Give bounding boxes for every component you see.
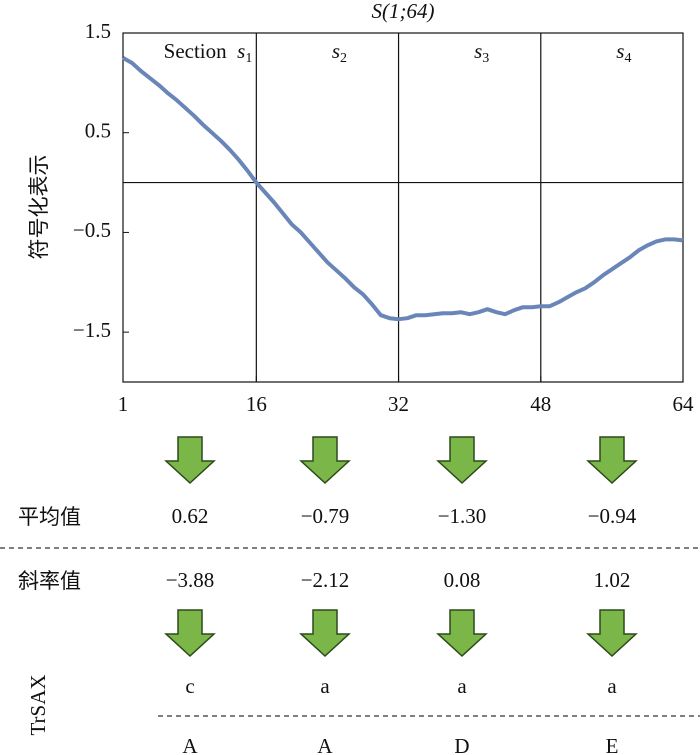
- section-name: s: [332, 39, 340, 63]
- section-name: s: [616, 39, 624, 63]
- section-label: s2: [332, 39, 347, 66]
- cell-value: −2.12: [301, 568, 350, 592]
- y-tick-label: 1.5: [85, 19, 111, 43]
- trsax-symbol: A: [182, 734, 198, 755]
- trsax-label: TrSAX: [26, 674, 50, 735]
- x-tick-label: 32: [388, 392, 409, 416]
- trsax-symbol: a: [607, 674, 617, 698]
- section-index: 2: [340, 51, 347, 66]
- y-axis-label: 符号化表示: [27, 155, 51, 260]
- x-tick-label: 1: [118, 392, 129, 416]
- section-label: Section s1: [164, 39, 253, 66]
- trsax-symbol: a: [320, 674, 330, 698]
- cell-value: 1.02: [594, 568, 631, 592]
- y-tick-label: −0.5: [73, 218, 111, 242]
- cell-value: −0.79: [301, 504, 350, 528]
- section-index: 1: [245, 51, 252, 66]
- y-tick-label: 0.5: [85, 119, 111, 143]
- trsax-symbol: c: [185, 674, 194, 698]
- y-tick-label: −1.5: [73, 318, 111, 342]
- row-label: 斜率值: [18, 569, 81, 593]
- trsax-symbol: E: [606, 734, 619, 755]
- section-index: 4: [624, 51, 631, 66]
- section-label: s3: [474, 39, 489, 66]
- x-tick-label: 64: [673, 392, 695, 416]
- cell-value: −1.30: [438, 504, 487, 528]
- arrows: [164, 436, 638, 658]
- plot-frame: [122, 32, 684, 383]
- row-label: 平均值: [18, 505, 81, 529]
- cell-value: −3.88: [166, 568, 215, 592]
- series-line: [122, 56, 684, 322]
- cell-value: 0.08: [444, 568, 481, 592]
- cell-value: −0.94: [588, 504, 637, 528]
- section-name: s: [237, 39, 245, 63]
- trsax-symbol: D: [454, 734, 469, 755]
- section-name: s: [474, 39, 482, 63]
- chart-title: S(1;64): [372, 0, 435, 23]
- cell-value: 0.62: [172, 504, 209, 528]
- section-index: 3: [482, 51, 489, 66]
- section-label: s4: [616, 39, 631, 66]
- section-prefix: Section: [164, 39, 238, 63]
- x-tick-label: 16: [246, 392, 267, 416]
- trsax-symbol: a: [457, 674, 467, 698]
- x-tick-label: 48: [530, 392, 551, 416]
- trsax-symbol: A: [317, 734, 333, 755]
